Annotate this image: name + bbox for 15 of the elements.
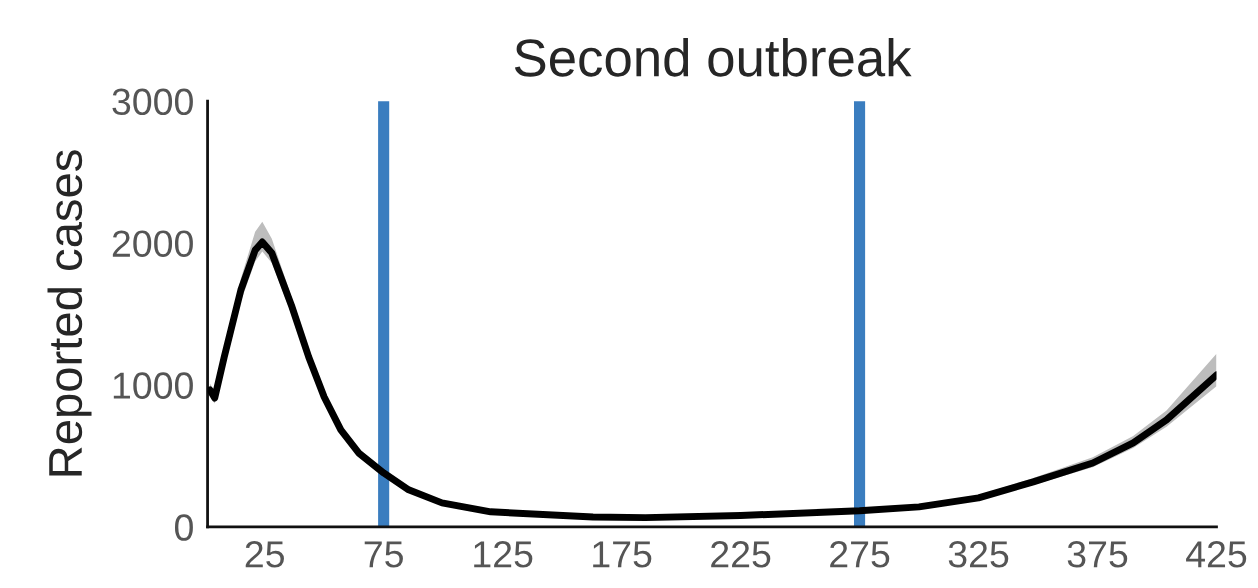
y-tick-label: 1000 [113,372,193,399]
x-tick-label: 275 [830,541,890,568]
x-tick-label: 225 [711,541,771,568]
y-tick-label: 0 [174,514,193,541]
chart-title: Second outbreak [514,37,912,77]
x-tick-label: 175 [593,541,652,568]
y-axis-title: Reported cases [47,150,92,476]
y-tick-label: 3000 [112,88,193,116]
x-tick-label: 125 [474,541,533,568]
x-tick-label: 25 [245,541,284,568]
x-tick-label: 375 [1067,541,1128,568]
x-tick-label: 425 [1186,541,1247,568]
x-tick-label: 75 [364,541,403,568]
y-tick-label: 2000 [112,230,193,257]
x-tick-label: 325 [948,541,1009,568]
